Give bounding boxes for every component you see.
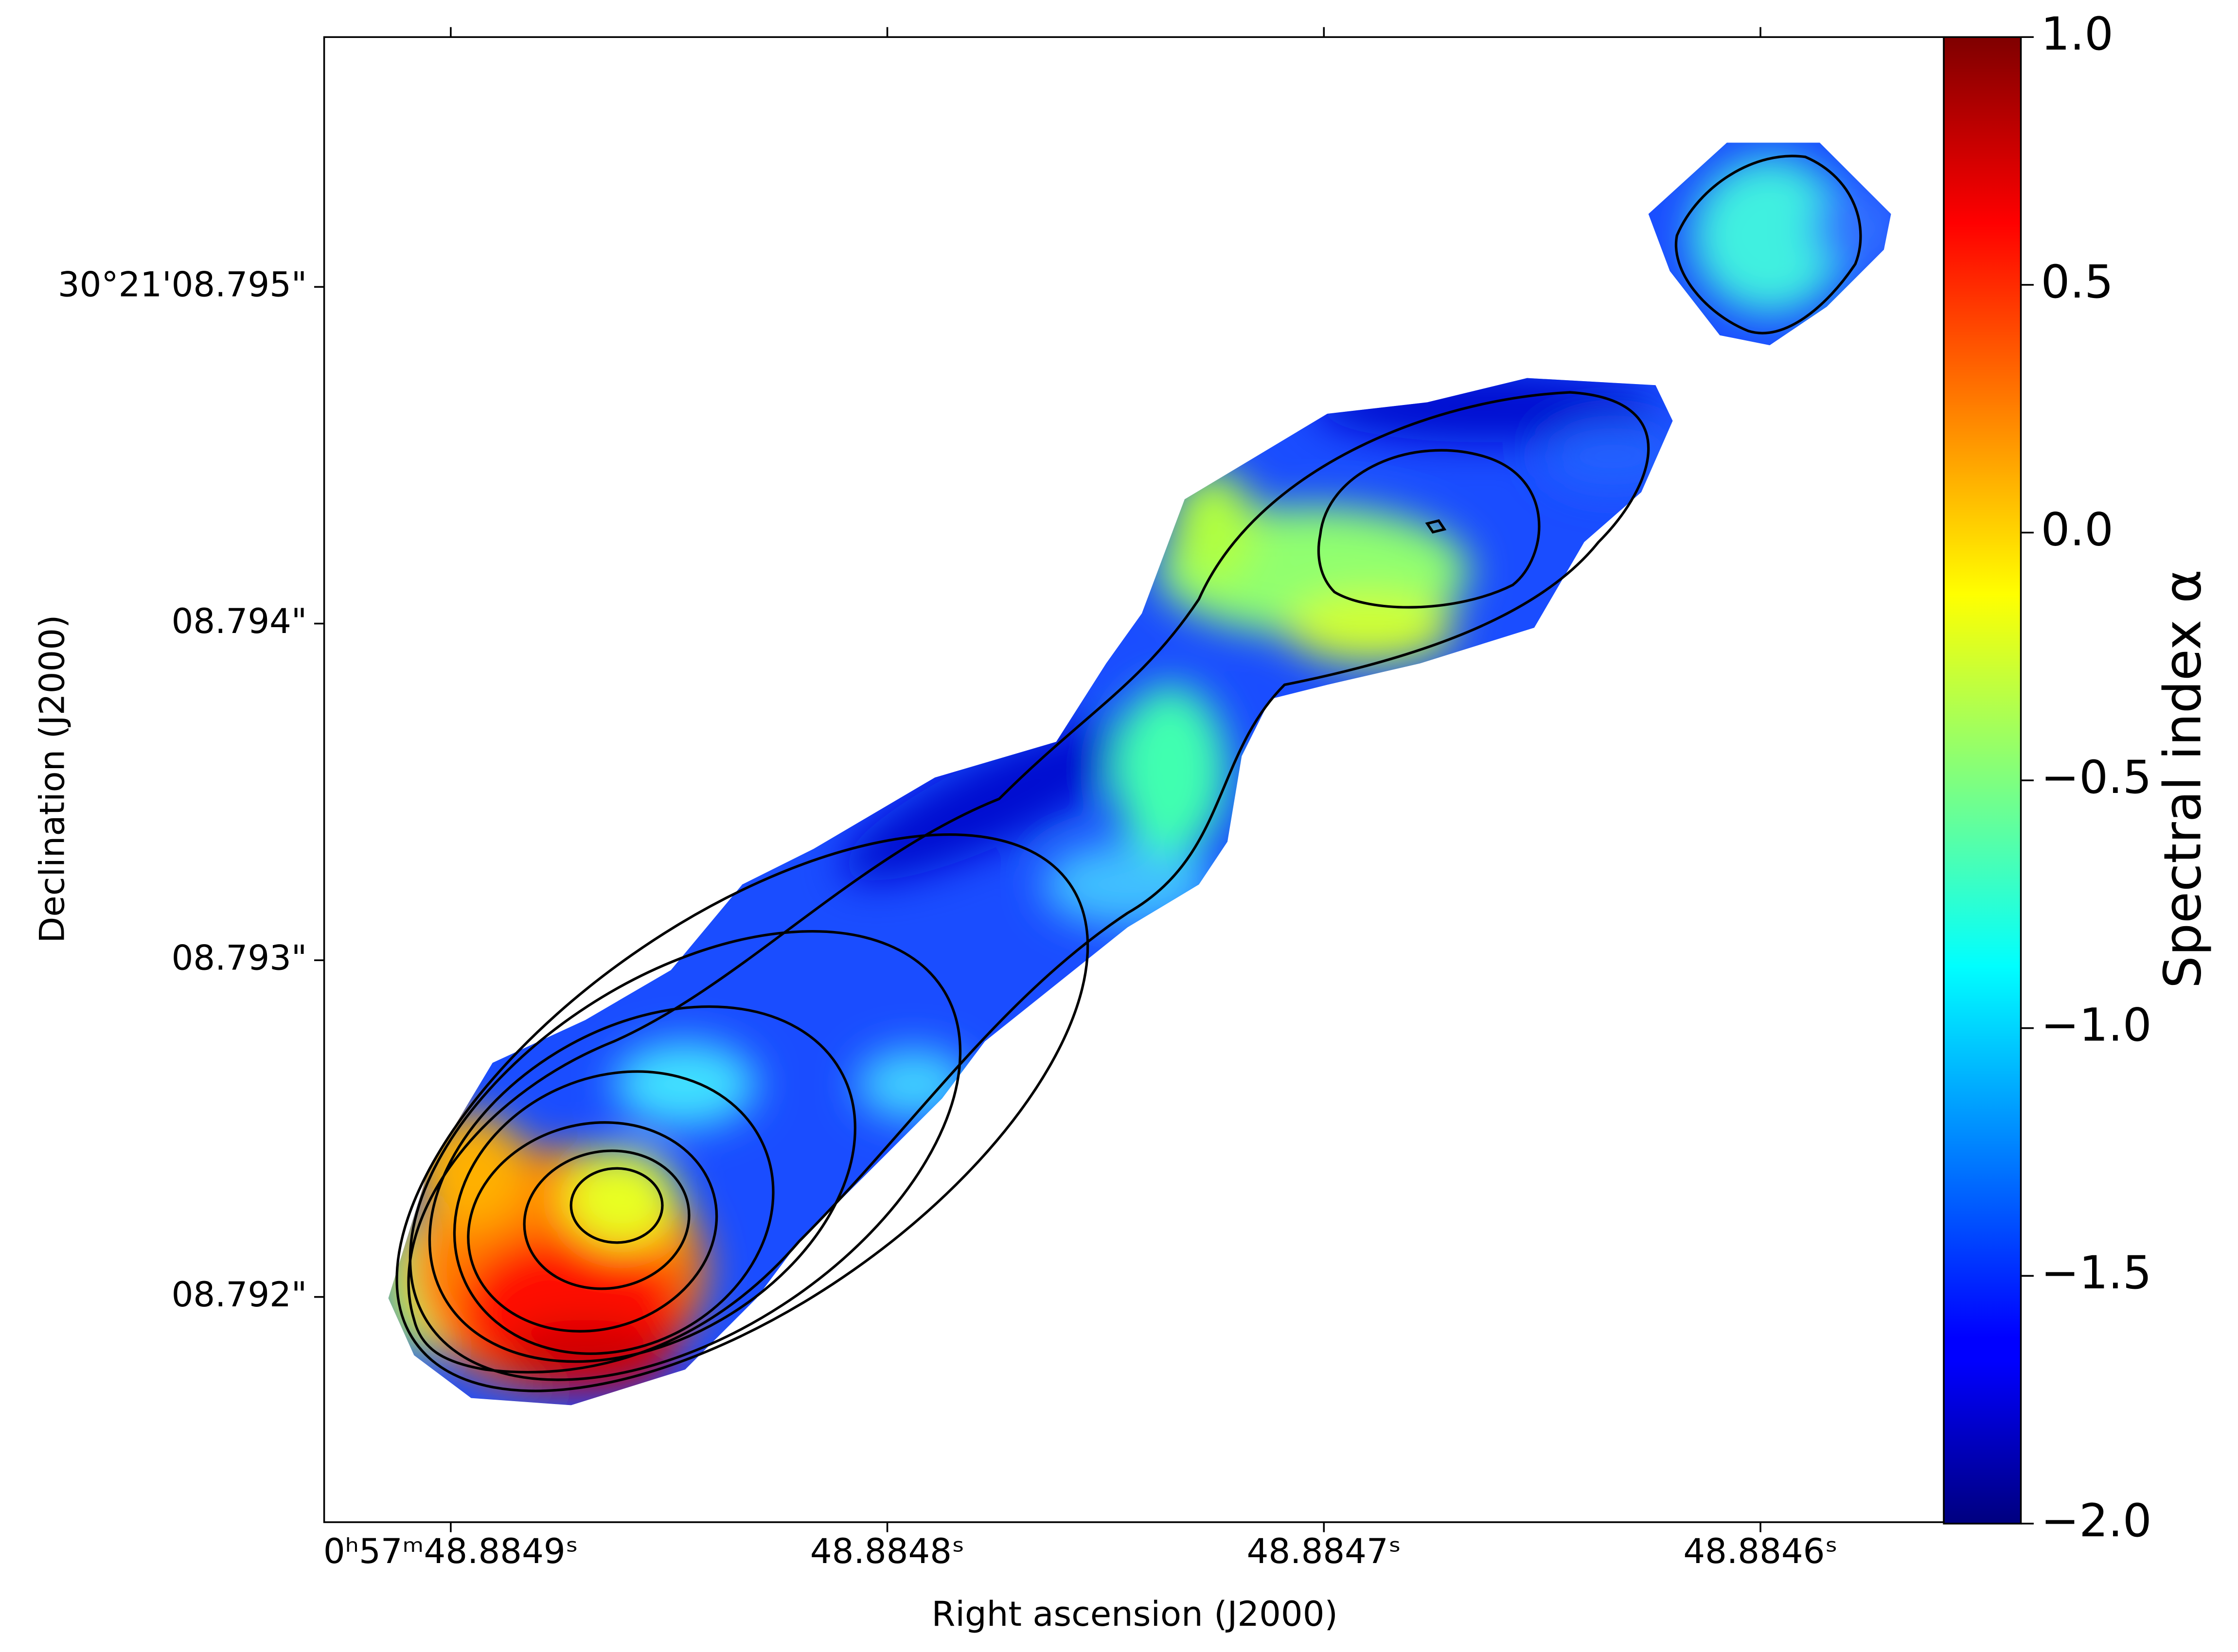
contour [407,391,1650,1374]
colorbar-tick-label: 1.0 [2041,8,2114,61]
colorbar-tick-label: 0.0 [2041,503,2114,556]
y-tick-label: 08.794" [172,601,307,641]
contour [1317,449,1541,609]
contour [1425,519,1447,534]
contour [428,1005,857,1363]
colorbar-tick-label: 0.5 [2041,256,2114,309]
x-tick-label: 48.8848ˢ [810,1531,964,1571]
contour [467,1121,718,1333]
colorbar-tick-label: −1.5 [2041,1247,2152,1300]
x-tick-label: 48.8847ˢ [1247,1531,1401,1571]
spectral-index-map [388,142,1891,1406]
contour [523,1149,691,1290]
x-tick-label: 0ʰ57ᵐ48.8849ˢ [323,1531,578,1571]
y-tick-label: 30°21'08.795" [58,265,307,305]
contour [453,1070,775,1355]
colorbar [1943,36,2022,1525]
contour [395,833,1089,1392]
contours [395,155,1862,1392]
y-tick-label: 08.792" [172,1275,307,1315]
y-axis-label: Declination (J2000) [32,615,72,943]
colorbar-tick-label: −1.0 [2041,999,2152,1052]
colorbar-tick-label: −2.0 [2041,1494,2152,1547]
contour [409,930,962,1381]
y-tick-label: 08.793" [172,938,307,978]
contour [569,1167,664,1244]
x-axis-label: Right ascension (J2000) [932,1594,1338,1634]
contour [1675,155,1862,334]
colorbar-label: Spectral index α [2153,569,2213,988]
colorbar-tick-label: −0.5 [2041,751,2152,804]
x-tick-label: 48.8846ˢ [1683,1531,1837,1571]
